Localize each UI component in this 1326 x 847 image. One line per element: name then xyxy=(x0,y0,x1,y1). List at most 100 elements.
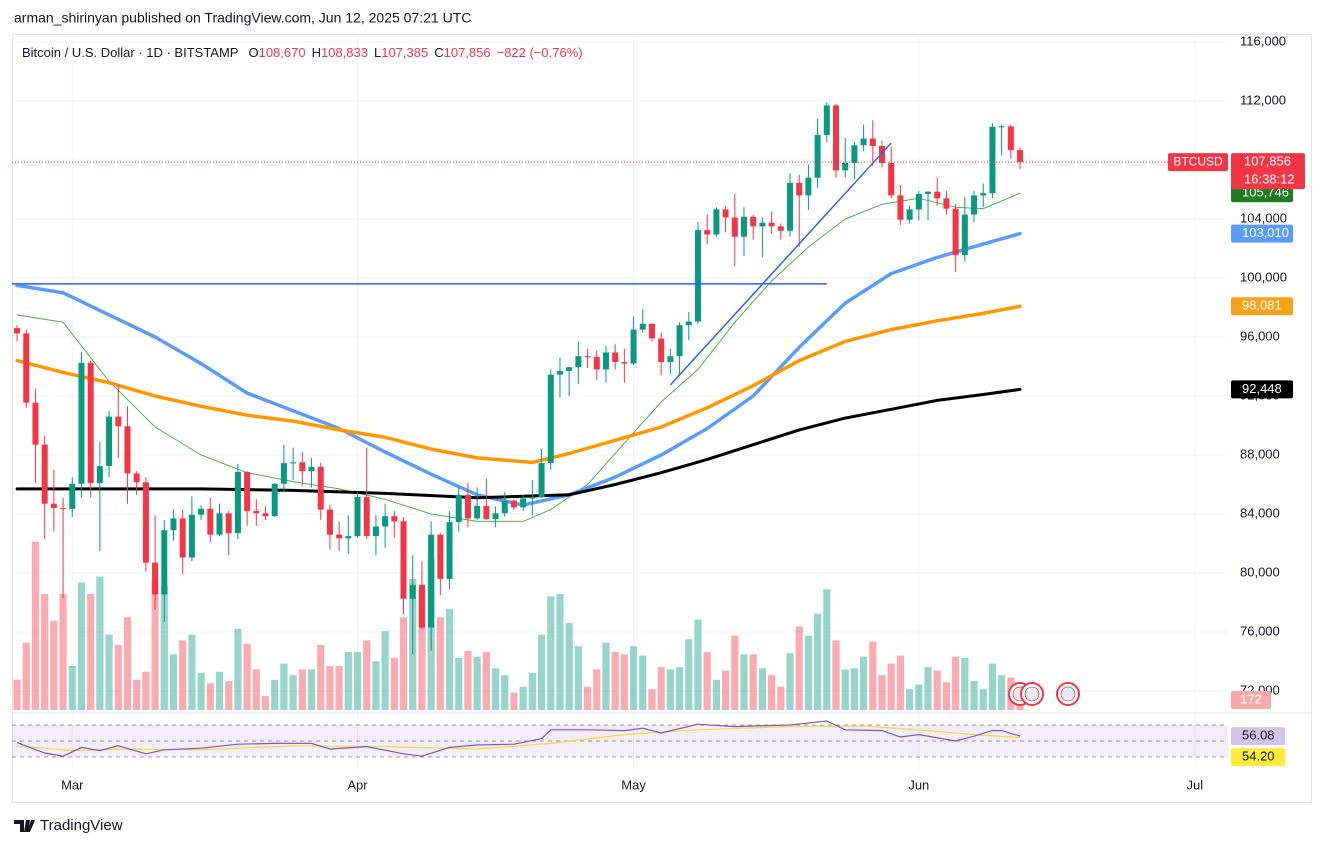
rsi-panel xyxy=(12,712,1312,758)
candle-body xyxy=(777,226,784,231)
candle-body xyxy=(520,498,527,508)
candle-body xyxy=(418,584,425,628)
candle-body xyxy=(363,497,370,537)
volume-bar xyxy=(537,634,546,710)
candle-body xyxy=(501,500,508,514)
volume-bar xyxy=(675,667,684,710)
candle-body xyxy=(244,471,251,512)
volume-bar xyxy=(942,682,951,710)
candle-body xyxy=(198,508,205,515)
rsi-ma-badge-text: 54.20 xyxy=(1242,749,1275,764)
volume-bar xyxy=(50,620,58,710)
legend-key: O xyxy=(248,45,258,60)
candle-body xyxy=(1007,126,1014,151)
candle-body xyxy=(161,530,168,595)
y-tick-label: 100,000 xyxy=(1240,269,1287,284)
volume-bar xyxy=(777,686,785,710)
candle-body xyxy=(538,463,545,498)
volume-bar xyxy=(114,645,122,710)
candle-body xyxy=(566,367,573,371)
candle-body xyxy=(869,138,876,146)
volume-bar xyxy=(740,654,748,710)
volume-bar xyxy=(445,609,454,710)
legend-value: 108,833 xyxy=(321,45,368,60)
volume-bar xyxy=(961,657,969,710)
x-tick-label: Mar xyxy=(61,777,84,792)
candle-body xyxy=(464,494,471,519)
legend: Bitcoin / U.S. Dollar · 1D · BITSTAMP O10… xyxy=(22,45,583,60)
volume-bar xyxy=(215,671,224,710)
candle-body xyxy=(925,191,932,194)
y-tick-label: 116,000 xyxy=(1240,33,1286,48)
candle-body xyxy=(667,356,674,363)
volume-bar xyxy=(464,650,472,710)
candle-body xyxy=(787,182,794,231)
y-tick-label: 112,000 xyxy=(1240,92,1286,107)
candle-body xyxy=(621,362,628,364)
volume-bar xyxy=(952,656,960,710)
candle-body xyxy=(814,134,821,178)
volume-bar xyxy=(602,642,610,710)
volume-badge-text: 172 xyxy=(1240,691,1262,706)
candle-body xyxy=(106,416,113,467)
candle-body xyxy=(648,323,655,339)
volume-bar xyxy=(418,590,426,710)
volume-bar xyxy=(804,635,813,710)
volume xyxy=(13,541,1024,710)
candle-body xyxy=(639,323,646,330)
ma-badge xyxy=(1231,224,1293,243)
volume-bar xyxy=(133,679,141,710)
volume-bar xyxy=(41,594,49,710)
candle-body xyxy=(124,426,131,474)
candle-body xyxy=(115,416,122,427)
candle-body xyxy=(336,534,343,539)
volume-bar xyxy=(988,663,997,710)
volume-bar xyxy=(482,652,490,710)
volume-bar xyxy=(767,675,776,710)
x-tick-label: Jun xyxy=(908,777,929,792)
legend-value: 107,385 xyxy=(381,45,428,60)
volume-bar xyxy=(234,628,242,710)
volume-bar xyxy=(142,671,150,710)
candle-body xyxy=(23,333,30,403)
volume-bar xyxy=(583,686,592,710)
volume-bar xyxy=(510,692,518,710)
candle-body xyxy=(234,471,241,534)
volume-bar xyxy=(289,675,297,710)
candle-body xyxy=(483,505,490,520)
candle-body xyxy=(290,462,297,464)
volume-bar xyxy=(436,617,444,710)
legend-key: C xyxy=(434,45,443,60)
volume-bar xyxy=(225,681,233,710)
volume-bar xyxy=(179,640,187,710)
rsi-ma-line xyxy=(17,725,1021,752)
candle-body xyxy=(474,505,481,519)
volume-bar xyxy=(528,672,536,710)
volume-bar xyxy=(31,541,40,710)
x-tick-label: Apr xyxy=(347,777,368,792)
volume-bar xyxy=(611,652,619,710)
volume-bar xyxy=(933,670,941,710)
volume-bar xyxy=(188,634,196,710)
volume-bar xyxy=(841,669,849,710)
candle-body xyxy=(428,534,435,628)
countdown-text: 16:38:12 xyxy=(1244,172,1295,187)
candle-body xyxy=(934,191,941,199)
volume-bar xyxy=(307,669,316,710)
volume-bar xyxy=(390,657,398,710)
candle-body xyxy=(216,513,223,535)
volume-bar xyxy=(887,663,895,710)
candle-body xyxy=(207,508,214,535)
ma-badge xyxy=(1231,380,1293,399)
volume-bar xyxy=(620,654,628,710)
volume-bar xyxy=(68,665,76,710)
volume-bar xyxy=(795,626,803,710)
volume-bar xyxy=(712,679,720,710)
candle-body xyxy=(271,483,278,517)
candle-body xyxy=(14,328,21,334)
volume-bar xyxy=(519,686,527,710)
drawings xyxy=(12,142,1228,386)
legend-key: H xyxy=(312,45,321,60)
